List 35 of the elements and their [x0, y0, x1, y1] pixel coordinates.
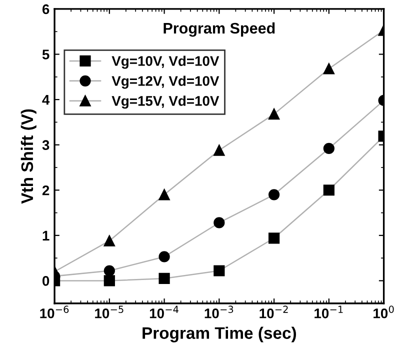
- point: [323, 142, 334, 154]
- point: [104, 235, 115, 246]
- y-tick-label: 6: [42, 4, 50, 14]
- x-tick-label: 10$^{−1}$: [314, 306, 343, 318]
- y-tick-label: 4: [42, 95, 50, 105]
- y-tick-label: 3: [42, 140, 50, 150]
- y-tick-label: 0: [42, 276, 50, 286]
- legend-label: Vg=12V, Vd=10V: [112, 76, 220, 89]
- text: Program Speed: [164, 22, 275, 37]
- x-axis-title: Program Time (sec): [142, 326, 296, 342]
- legend-label: Vg=10V, Vd=10V: [112, 56, 220, 69]
- point: [158, 251, 170, 262]
- x-tick-label: 10$^{−4}$: [150, 306, 178, 318]
- legend-label: Vg=15V, Vd=10V: [112, 96, 220, 109]
- point: [268, 232, 280, 244]
- point: [104, 265, 115, 276]
- y-tick-label: 1: [42, 230, 50, 240]
- x-tick-label: 10$^{−3}$: [204, 306, 234, 318]
- y-tick-label: 5: [42, 50, 50, 60]
- point: [214, 144, 225, 156]
- point: [214, 217, 225, 228]
- point: [214, 265, 225, 276]
- point: [268, 108, 280, 120]
- point: [323, 63, 334, 74]
- x-tick-label: 10$^{−5}$: [95, 306, 124, 318]
- point: [158, 272, 170, 284]
- y-axis-title: Vth Shift (V): [20, 109, 36, 204]
- point: [268, 189, 280, 200]
- point: [104, 275, 115, 286]
- y-tick-label: 2: [42, 185, 50, 196]
- point: [158, 189, 170, 200]
- x-tick-label: 10$^{0}$: [374, 306, 394, 318]
- point: [323, 184, 334, 196]
- x-tick-label: 10$^{−6}$: [40, 306, 69, 318]
- x-tick-label: 10$^{−2}$: [260, 306, 288, 318]
